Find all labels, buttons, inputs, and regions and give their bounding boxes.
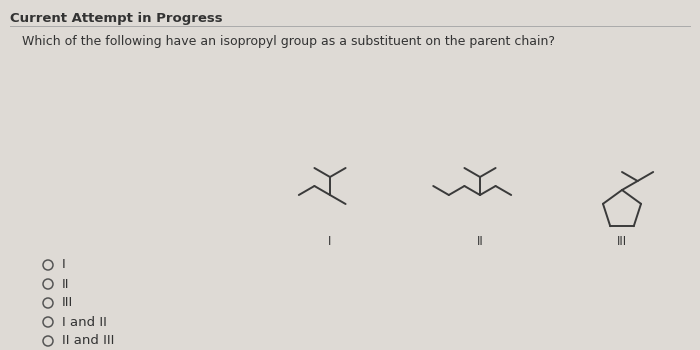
Text: I: I bbox=[62, 259, 66, 272]
Text: II: II bbox=[62, 278, 69, 290]
Text: III: III bbox=[62, 296, 74, 309]
Text: I and II: I and II bbox=[62, 315, 107, 329]
Text: Current Attempt in Progress: Current Attempt in Progress bbox=[10, 12, 223, 25]
Text: I: I bbox=[328, 235, 332, 248]
Text: II: II bbox=[477, 235, 484, 248]
Text: Which of the following have an isopropyl group as a substituent on the parent ch: Which of the following have an isopropyl… bbox=[22, 35, 555, 48]
Text: II and III: II and III bbox=[62, 335, 114, 348]
Text: III: III bbox=[617, 235, 627, 248]
